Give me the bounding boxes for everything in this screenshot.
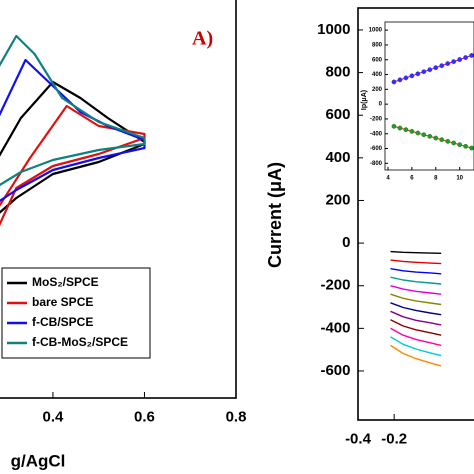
- series-line: [0, 34, 146, 187]
- legend-label: f-CB-MoS₂/SPCE: [32, 335, 128, 349]
- y-tick-label: -200: [370, 117, 383, 123]
- x-tick-label: 0.4: [42, 408, 64, 425]
- y-tick-label: 1000: [369, 28, 383, 34]
- y-tick-label: -600: [370, 146, 383, 152]
- plot-frame: [357, 7, 474, 421]
- point: [403, 75, 409, 81]
- x-tick-label: 10: [456, 175, 463, 181]
- y-tick-label: 0: [379, 102, 383, 108]
- series-line: [390, 293, 442, 306]
- x-tick-label: 0.8: [226, 408, 247, 425]
- y-tick-label: 400: [325, 149, 350, 166]
- plot-area: [390, 250, 442, 367]
- x-axis-label: g/AgCl: [11, 451, 66, 470]
- series-line: [390, 268, 442, 275]
- point: [409, 73, 415, 79]
- panel-label: A): [192, 28, 213, 50]
- point: [451, 59, 457, 64]
- plot-frame: [384, 21, 474, 171]
- y-tick-label: 600: [325, 106, 350, 123]
- point: [403, 127, 409, 133]
- series-line: [390, 250, 442, 254]
- y-tick-label: -400: [370, 131, 383, 137]
- point: [433, 65, 439, 71]
- series-line: [0, 104, 146, 227]
- point: [397, 77, 403, 83]
- point: [463, 143, 468, 149]
- y-tick-label: 400: [372, 72, 383, 78]
- point: [391, 79, 397, 85]
- point: [415, 130, 421, 136]
- point: [469, 53, 474, 58]
- point: [439, 63, 445, 69]
- point: [427, 133, 433, 139]
- inset-background: [363, 16, 474, 184]
- y-tick-label: -800: [370, 161, 383, 167]
- point: [445, 61, 451, 66]
- point: [433, 135, 439, 141]
- plot-area: [0, 34, 146, 227]
- legend-label: f-CB/SPCE: [32, 315, 93, 329]
- point: [451, 140, 457, 146]
- series-line: [390, 310, 442, 326]
- y-tick-label: 0: [342, 234, 350, 251]
- series-line: [390, 327, 442, 347]
- x-tick-label: -0.2: [381, 430, 407, 447]
- series-line: [390, 319, 442, 336]
- y-axis-label: Ip(μA): [361, 90, 368, 110]
- plot-area: [391, 53, 474, 151]
- point: [469, 145, 474, 151]
- series-line: [390, 344, 442, 367]
- y-tick-label: 200: [325, 191, 350, 208]
- point: [457, 142, 463, 148]
- point: [457, 57, 463, 62]
- series-line: [390, 259, 442, 265]
- y-axis-label: Current (μA): [265, 162, 285, 268]
- point: [421, 69, 427, 75]
- point: [463, 55, 468, 60]
- series-line: [390, 276, 442, 285]
- y-tick-label: 600: [372, 57, 383, 63]
- point: [415, 71, 421, 77]
- x-tick-label: 6: [410, 175, 414, 181]
- point: [445, 139, 451, 144]
- y-tick-label: 800: [372, 43, 383, 49]
- point: [439, 137, 445, 143]
- point: [427, 67, 433, 73]
- series-line: [390, 302, 442, 316]
- point: [391, 123, 397, 129]
- legend-label: bare SPCE: [32, 295, 93, 309]
- y-tick-label: -400: [320, 319, 350, 336]
- series-line: [390, 336, 442, 357]
- x-tick-label: 4: [386, 175, 390, 181]
- y-tick-label: 800: [325, 64, 350, 81]
- x-tick-label: 0.6: [134, 408, 155, 425]
- x-tick-label: -0.4: [345, 430, 372, 447]
- plot-frame: [0, 0, 237, 399]
- y-tick-label: -200: [320, 277, 350, 294]
- point: [421, 132, 427, 138]
- x-tick-label: 8: [434, 175, 438, 181]
- y-tick-label: 1000: [317, 21, 350, 38]
- y-tick-label: -600: [320, 362, 350, 379]
- legend-label: MoS₂/SPCE: [32, 275, 99, 289]
- series-line: [390, 285, 442, 295]
- point: [397, 125, 403, 131]
- point: [409, 129, 415, 134]
- y-tick-label: 200: [372, 87, 383, 93]
